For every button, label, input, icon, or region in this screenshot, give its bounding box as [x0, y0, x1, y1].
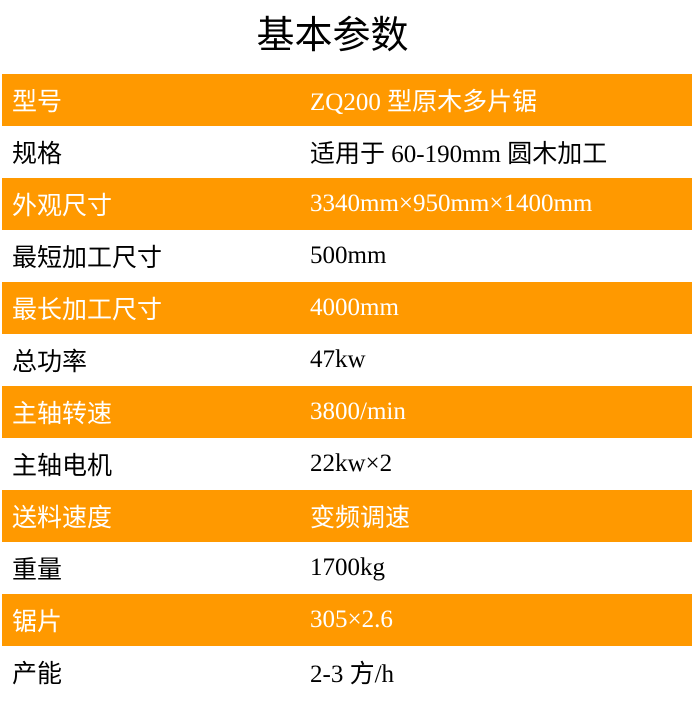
param-label: 总功率: [12, 349, 88, 376]
page-title: 基本参数: [256, 15, 409, 57]
table-row: 产能 2-3 方/h: [2, 646, 692, 698]
param-value: 4000mm: [310, 294, 399, 321]
table-row: 规格 适用于 60-190mm 圆木加工: [2, 126, 692, 178]
param-value: 适用于 60-190mm 圆木加工: [310, 141, 608, 168]
param-value: 1700kg: [310, 554, 385, 581]
param-label: 最长加工尺寸: [12, 297, 163, 324]
table-row: 主轴转速 3800/min: [2, 386, 692, 438]
param-label: 主轴转速: [12, 401, 113, 428]
param-label: 规格: [12, 141, 63, 168]
param-value: 500mm: [310, 242, 387, 269]
param-label: 最短加工尺寸: [12, 245, 163, 272]
table-row: 主轴电机 22kw×2: [2, 438, 692, 490]
param-value: 47kw: [310, 346, 366, 373]
param-value: 变频调速: [310, 505, 411, 532]
param-value: 3800/min: [310, 398, 406, 425]
param-label: 重量: [12, 557, 63, 584]
param-label: 主轴电机: [12, 453, 113, 480]
param-label: 送料速度: [12, 505, 113, 532]
table-row: 最短加工尺寸 500mm: [2, 230, 692, 282]
param-value: 305×2.6: [310, 606, 393, 633]
param-label: 产能: [12, 661, 63, 688]
param-value: 3340mm×950mm×1400mm: [310, 190, 593, 217]
table-row: 型号 ZQ200 型原木多片锯: [2, 74, 692, 126]
param-value: 2-3 方/h: [310, 661, 395, 688]
parameters-table: 型号 ZQ200 型原木多片锯规格 适用于 60-190mm 圆木加工外观尺寸 334…: [2, 74, 692, 698]
table-row: 最长加工尺寸 4000mm: [2, 282, 692, 334]
param-value: ZQ200 型原木多片锯: [310, 89, 538, 116]
table-row: 送料速度 变频调速: [2, 490, 692, 542]
table-row: 总功率 47kw: [2, 334, 692, 386]
table-row: 锯片 305×2.6: [2, 594, 692, 646]
param-value: 22kw×2: [310, 450, 393, 477]
table-row: 外观尺寸 3340mm×950mm×1400mm: [2, 178, 692, 230]
param-label: 型号: [12, 89, 63, 116]
param-label: 外观尺寸: [12, 193, 113, 220]
param-label: 锯片: [12, 609, 63, 636]
table-row: 重量 1700kg: [2, 542, 692, 594]
